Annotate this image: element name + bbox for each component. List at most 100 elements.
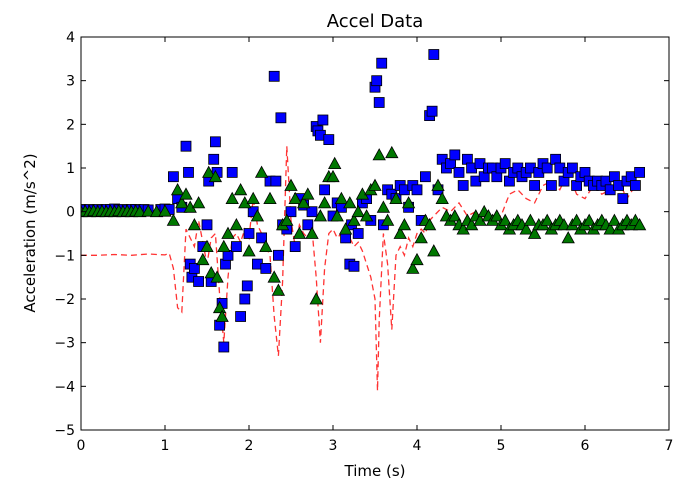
data-point-square [285, 206, 297, 218]
data-point-triangle [393, 226, 407, 239]
data-point-square [226, 166, 238, 178]
data-point-triangle [435, 191, 449, 205]
data-point-triangle [158, 204, 172, 217]
x-tick-label: 3 [329, 438, 338, 454]
data-point-triangle [191, 196, 206, 209]
data-point-triangle [267, 270, 281, 283]
data-point-triangle [292, 226, 307, 239]
data-point-triangle [210, 270, 224, 283]
data-point-triangle [149, 204, 164, 218]
data-point-triangle [326, 169, 340, 183]
data-point-triangle [519, 222, 533, 235]
y-tick-label: 2 [66, 117, 75, 133]
data-point-triangle [338, 222, 353, 235]
data-point-triangle [301, 187, 315, 200]
data-point-square [239, 293, 251, 305]
data-point-square [453, 166, 465, 178]
data-point-triangle [271, 283, 286, 296]
data-point-triangle [414, 231, 428, 244]
data-point-triangle [334, 191, 349, 205]
data-point-square [268, 70, 280, 82]
data-point-square [183, 166, 194, 178]
data-point-triangle [397, 217, 412, 231]
series-clip-group [81, 49, 647, 391]
data-point-triangle [347, 213, 361, 226]
data-point-square [235, 311, 247, 322]
data-point-triangle [431, 178, 445, 191]
data-point-square [630, 180, 641, 191]
data-point-square [428, 49, 440, 60]
data-point-triangle [368, 178, 382, 191]
data-point-square [317, 114, 329, 126]
data-point-triangle [133, 204, 147, 218]
data-point-triangle [343, 196, 357, 209]
data-point-square [241, 280, 253, 292]
data-point-square [373, 97, 385, 108]
data-point-triangle [372, 148, 386, 161]
data-point-triangle [196, 252, 210, 266]
data-point-triangle [246, 191, 260, 205]
data-point-square [323, 134, 335, 146]
data-point-triangle [217, 239, 231, 253]
data-point-triangle [212, 300, 227, 314]
data-point-square [352, 228, 364, 239]
data-point-triangle [359, 209, 374, 222]
data-point-triangle [330, 209, 344, 222]
data-point-square [376, 57, 388, 69]
data-point-triangle [490, 209, 504, 222]
data-point-triangle [225, 191, 239, 205]
data-point-square [256, 232, 268, 244]
data-point-square [617, 193, 629, 205]
data-point-triangle [179, 187, 193, 200]
data-point-triangle [607, 213, 622, 226]
data-point-triangle [263, 191, 277, 205]
data-point-square [457, 180, 469, 191]
y-tick-label: −2 [54, 292, 75, 308]
x-tick-label: 2 [245, 438, 254, 454]
series-line-z-axis [81, 146, 641, 391]
data-point-square [449, 149, 461, 161]
data-point-triangle [557, 217, 571, 231]
data-point-square [411, 184, 423, 196]
data-point-triangle [187, 217, 202, 231]
ticks-layer: 0 1 2 3 4 5 6 7 −5 −4 −3 −2 −1 0 1 2 3 4 [54, 30, 673, 454]
x-tick-label: 1 [161, 438, 170, 454]
data-point-triangle [401, 196, 416, 209]
data-point-triangle [603, 222, 617, 235]
data-point-triangle [296, 196, 311, 209]
data-point-triangle [527, 226, 542, 239]
data-point-triangle [284, 178, 298, 191]
data-point-triangle [233, 182, 248, 196]
x-tick-label: 6 [581, 438, 590, 454]
data-point-square [243, 228, 255, 239]
data-point-triangle [208, 169, 223, 183]
data-point-triangle [221, 226, 235, 239]
data-point-triangle [561, 231, 575, 244]
data-point-square [541, 162, 553, 174]
data-point-triangle [582, 213, 596, 226]
data-point-square [209, 136, 221, 148]
data-point-triangle [351, 204, 365, 218]
y-axis-label: Acceleration (m/s^2) [21, 153, 39, 312]
y-tick-label: 1 [66, 161, 75, 177]
x-axis-label: Time (s) [344, 462, 406, 480]
data-point-triangle [141, 204, 155, 217]
data-point-square [275, 112, 287, 124]
data-point-square [180, 140, 192, 152]
data-point-triangle [328, 156, 342, 170]
data-point-square [371, 75, 383, 87]
data-point-square [529, 180, 540, 191]
data-point-triangle [569, 213, 584, 226]
data-point-triangle [313, 209, 328, 222]
data-point-triangle [215, 309, 229, 322]
data-point-triangle [523, 213, 538, 226]
x-tick-label: 5 [497, 438, 506, 454]
y-tick-label: −1 [54, 248, 75, 264]
data-point-triangle [200, 239, 214, 253]
data-point-square [567, 162, 578, 174]
data-point-square [289, 241, 301, 253]
x-tick-label: 0 [77, 438, 86, 454]
data-point-triangle [175, 196, 189, 209]
data-point-triangle [632, 217, 647, 231]
data-point-triangle [380, 213, 395, 226]
